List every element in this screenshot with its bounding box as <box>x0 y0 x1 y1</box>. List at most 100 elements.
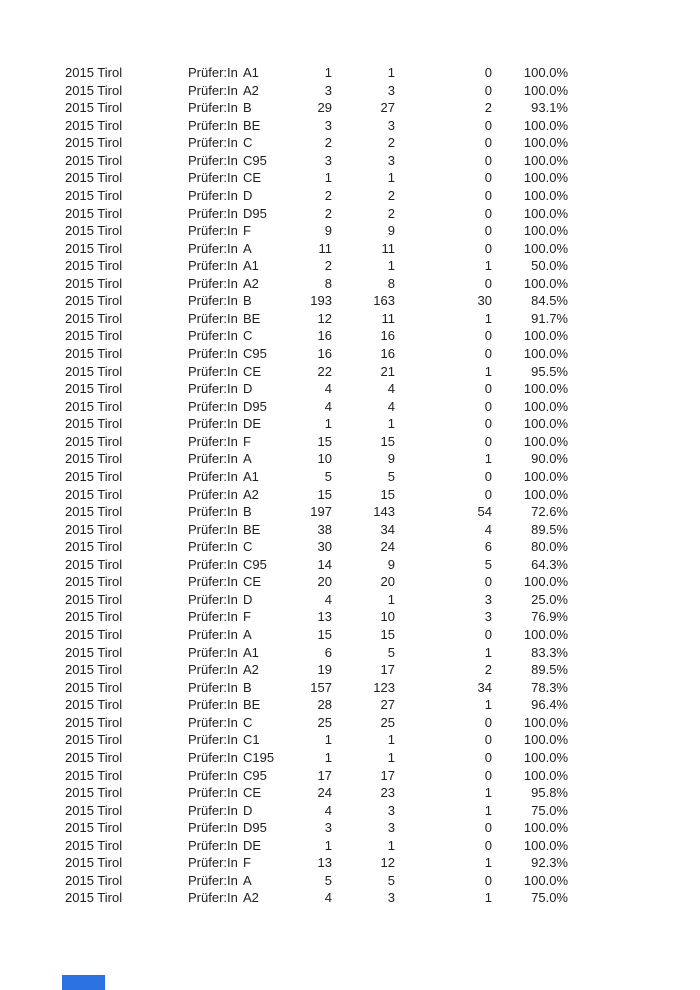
table-row: 2015 Tirol Prüfer:In BE 3 3 0 100.0% <box>0 117 700 135</box>
cell-category: A <box>243 451 252 467</box>
cell-category: A <box>243 872 252 888</box>
cell-passed: 2 <box>387 187 395 203</box>
cell-year-region: 2015 Tirol <box>65 679 123 695</box>
cell-examiner: Prüfer:In <box>188 521 238 537</box>
cell-year-region: 2015 Tirol <box>65 855 123 871</box>
cell-passed: 1 <box>387 732 395 748</box>
cell-failed: 0 <box>484 135 492 151</box>
cell-category: B <box>243 100 252 116</box>
cell-passed: 1 <box>387 749 395 765</box>
cell-pass-rate: 84.5% <box>531 293 568 309</box>
cell-failed: 0 <box>484 223 492 239</box>
cell-examiner: Prüfer:In <box>188 591 238 607</box>
cell-passed: 9 <box>387 556 395 572</box>
cell-examiner: Prüfer:In <box>188 468 238 484</box>
cell-total: 2 <box>324 187 332 203</box>
cell-pass-rate: 75.0% <box>531 802 568 818</box>
cell-pass-rate: 78.3% <box>531 679 568 695</box>
cell-failed: 0 <box>484 82 492 98</box>
cell-total: 5 <box>324 872 332 888</box>
cell-pass-rate: 90.0% <box>531 451 568 467</box>
cell-passed: 5 <box>387 468 395 484</box>
cell-year-region: 2015 Tirol <box>65 275 123 291</box>
cell-failed: 3 <box>484 591 492 607</box>
cell-examiner: Prüfer:In <box>188 328 238 344</box>
cell-pass-rate: 100.0% <box>523 381 568 397</box>
table-row: 2015 Tirol Prüfer:In DE 1 1 0 100.0% <box>0 415 700 433</box>
cell-category: C1 <box>243 732 260 748</box>
cell-year-region: 2015 Tirol <box>65 310 123 326</box>
cell-total: 15 <box>317 433 332 449</box>
cell-failed: 0 <box>484 714 492 730</box>
cell-total: 4 <box>324 398 332 414</box>
cell-failed: 0 <box>484 65 492 80</box>
cell-year-region: 2015 Tirol <box>65 135 123 151</box>
cell-year-region: 2015 Tirol <box>65 205 123 221</box>
cell-total: 193 <box>310 293 332 309</box>
cell-total: 16 <box>317 346 332 361</box>
table-row: 2015 Tirol Prüfer:In F 13 12 1 92.3% <box>0 854 700 872</box>
cell-category: A2 <box>243 82 259 98</box>
cell-pass-rate: 100.0% <box>523 65 568 80</box>
cell-examiner: Prüfer:In <box>188 223 238 239</box>
cell-category: A2 <box>243 486 259 502</box>
cell-category: D <box>243 591 253 607</box>
cell-year-region: 2015 Tirol <box>65 468 123 484</box>
table-row: 2015 Tirol Prüfer:In B 29 27 2 93.1% <box>0 99 700 117</box>
cell-year-region: 2015 Tirol <box>65 486 123 502</box>
cell-examiner: Prüfer:In <box>188 82 238 98</box>
cell-examiner: Prüfer:In <box>188 433 238 449</box>
cell-year-region: 2015 Tirol <box>65 627 123 642</box>
cell-year-region: 2015 Tirol <box>65 223 123 239</box>
cell-year-region: 2015 Tirol <box>65 433 123 449</box>
cell-year-region: 2015 Tirol <box>65 714 123 730</box>
cell-failed: 2 <box>484 662 492 678</box>
cell-failed: 30 <box>477 293 492 309</box>
cell-category: CE <box>243 170 262 186</box>
cell-passed: 11 <box>381 240 396 256</box>
table-row: 2015 Tirol Prüfer:In D 4 3 1 75.0% <box>0 802 700 820</box>
cell-category: CE <box>243 785 262 801</box>
cell-total: 30 <box>317 539 332 555</box>
blue-accent-fragment <box>62 975 105 990</box>
cell-total: 11 <box>318 240 333 256</box>
cell-examiner: Prüfer:In <box>188 837 238 853</box>
cell-pass-rate: 100.0% <box>523 82 568 98</box>
cell-total: 1 <box>324 732 332 748</box>
cell-passed: 9 <box>387 223 395 239</box>
cell-examiner: Prüfer:In <box>188 820 238 836</box>
cell-pass-rate: 100.0% <box>523 837 568 853</box>
cell-passed: 123 <box>373 679 395 695</box>
cell-category: A1 <box>243 258 259 274</box>
table-row: 2015 Tirol Prüfer:In CE 22 21 1 95.5% <box>0 363 700 381</box>
table-row: 2015 Tirol Prüfer:In C95 16 16 0 100.0% <box>0 345 700 363</box>
cell-category: B <box>243 504 252 520</box>
cell-failed: 5 <box>484 556 492 572</box>
cell-year-region: 2015 Tirol <box>65 82 123 98</box>
cell-total: 13 <box>317 609 332 625</box>
cell-year-region: 2015 Tirol <box>65 556 123 572</box>
cell-year-region: 2015 Tirol <box>65 802 123 818</box>
table-row: 2015 Tirol Prüfer:In A2 8 8 0 100.0% <box>0 275 700 293</box>
table-row: 2015 Tirol Prüfer:In D 4 4 0 100.0% <box>0 380 700 398</box>
cell-pass-rate: 100.0% <box>523 170 568 186</box>
cell-passed: 20 <box>380 574 395 590</box>
cell-examiner: Prüfer:In <box>188 293 238 309</box>
table-row: 2015 Tirol Prüfer:In DE 1 1 0 100.0% <box>0 837 700 855</box>
table-row: 2015 Tirol Prüfer:In B 197 143 54 72.6% <box>0 503 700 521</box>
cell-pass-rate: 100.0% <box>523 135 568 151</box>
cell-pass-rate: 100.0% <box>523 152 568 168</box>
cell-pass-rate: 100.0% <box>523 433 568 449</box>
cell-pass-rate: 100.0% <box>523 486 568 502</box>
cell-examiner: Prüfer:In <box>188 117 238 133</box>
table-row: 2015 Tirol Prüfer:In F 15 15 0 100.0% <box>0 433 700 451</box>
cell-category: C <box>243 135 253 151</box>
table-row: 2015 Tirol Prüfer:In A2 15 15 0 100.0% <box>0 486 700 504</box>
table-row: 2015 Tirol Prüfer:In C1 1 1 0 100.0% <box>0 731 700 749</box>
cell-examiner: Prüfer:In <box>188 504 238 520</box>
cell-failed: 1 <box>484 785 492 801</box>
cell-total: 20 <box>317 574 332 590</box>
table-row: 2015 Tirol Prüfer:In A2 3 3 0 100.0% <box>0 82 700 100</box>
cell-pass-rate: 91.7% <box>531 310 568 326</box>
cell-pass-rate: 83.3% <box>531 644 568 660</box>
